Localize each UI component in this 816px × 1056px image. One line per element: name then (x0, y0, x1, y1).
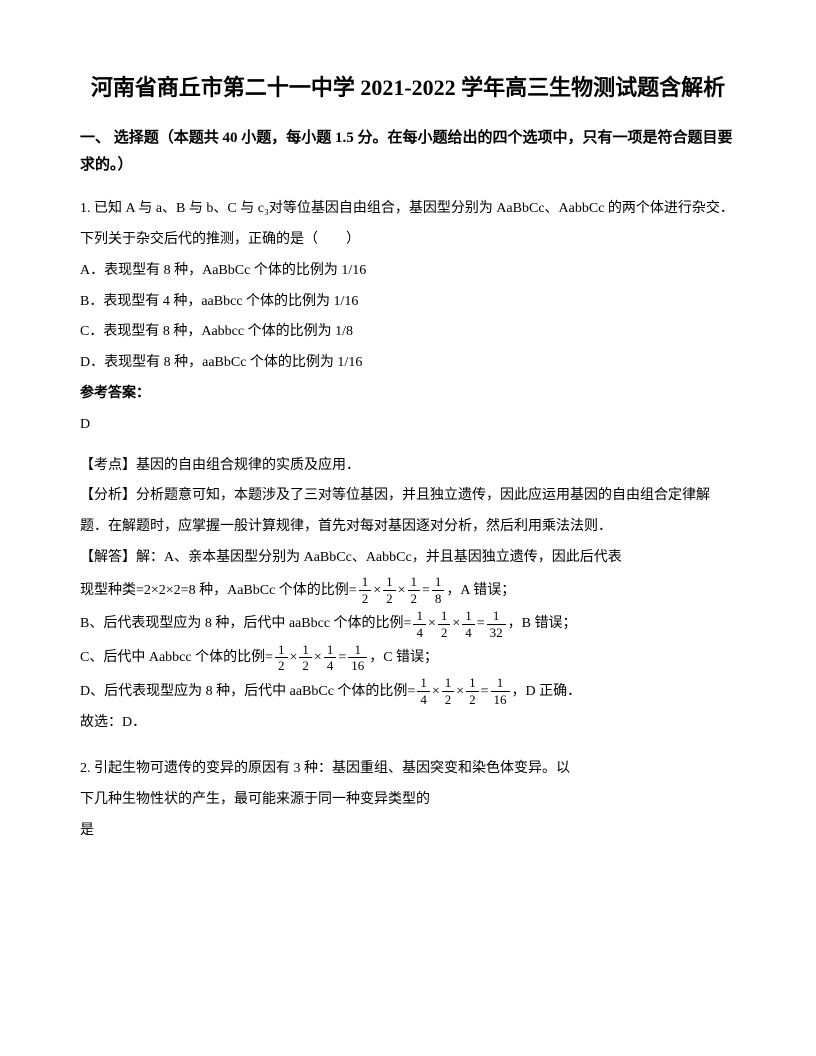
fraction-half-4: 1 2 (438, 608, 451, 640)
fraction-quarter-4: 1 4 (417, 675, 430, 707)
question-2: 2. 引起生物可遗传的变异的原因有 3 种：基因重组、基因突变和染色体变异。以 … (80, 754, 736, 846)
frac-den: 2 (442, 692, 455, 708)
fraction-sixteen-2: 1 16 (491, 675, 510, 707)
frac-den: 16 (348, 658, 367, 674)
q2-stem-1: 2. 引起生物可遗传的变异的原因有 3 种：基因重组、基因突变和染色体变异。以 (80, 754, 736, 785)
equals-icon: = (481, 675, 489, 709)
frac-num: 1 (491, 675, 510, 692)
q1-formula-a: 现型种类=2×2×2=8 种，AaBbCc 个体的比例= 1 2 × 1 2 ×… (80, 574, 736, 608)
q1-formula-d: D、后代表现型应为 8 种，后代中 aaBbCc 个体的比例= 1 4 × 1 … (80, 675, 736, 709)
answer-label: 参考答案： (80, 379, 736, 410)
frac-den: 2 (359, 591, 372, 607)
times-icon: × (428, 607, 436, 641)
frac-den: 4 (417, 692, 430, 708)
frac-num: 1 (348, 642, 367, 659)
document-title: 河南省商丘市第二十一中学 2021-2022 学年高三生物测试题含解析 (80, 70, 736, 105)
q1-answer: D (80, 410, 736, 441)
times-icon: × (314, 641, 322, 675)
q1-option-d: D．表现型有 8 种，aaBbCc 个体的比例为 1/16 (80, 348, 736, 379)
q1-option-a: A．表现型有 8 种，AaBbCc 个体的比例为 1/16 (80, 256, 736, 287)
frac-den: 4 (462, 625, 475, 641)
fraction-half-8: 1 2 (466, 675, 479, 707)
formula-b-suf: ，B 错误； (508, 607, 577, 641)
formula-c-pre: C、后代中 Aabbcc 个体的比例= (80, 641, 273, 675)
frac-num: 1 (462, 608, 475, 625)
fraction-quarter-2: 1 4 (462, 608, 475, 640)
equals-icon: = (477, 607, 485, 641)
frac-den: 2 (466, 692, 479, 708)
formula-c-suf: ，C 错误； (369, 641, 438, 675)
frac-num: 1 (359, 574, 372, 591)
frac-num: 1 (417, 675, 430, 692)
frac-den: 16 (491, 692, 510, 708)
q1-option-c: C．表现型有 8 种，Aabbcc 个体的比例为 1/8 (80, 317, 736, 348)
equals-icon: = (422, 574, 430, 608)
q1-conclusion: 故选：D． (80, 708, 736, 739)
fraction-half-5: 1 2 (275, 642, 288, 674)
q1-analysis: 【分析】分析题意可知，本题涉及了三对等位基因，并且独立遗传，因此应运用基因的自由… (80, 481, 736, 543)
fraction-half-6: 1 2 (299, 642, 312, 674)
frac-num: 1 (432, 574, 445, 591)
q2-stem-3: 是 (80, 816, 736, 847)
fraction-quarter-1: 1 4 (413, 608, 426, 640)
formula-d-pre: D、后代表现型应为 8 种，后代中 aaBbCc 个体的比例= (80, 675, 415, 709)
fraction-eighth: 1 8 (432, 574, 445, 606)
frac-den: 2 (383, 591, 396, 607)
frac-den: 2 (438, 625, 451, 641)
q1-option-b: B．表现型有 4 种，aaBbcc 个体的比例为 1/16 (80, 287, 736, 318)
times-icon: × (373, 574, 381, 608)
frac-num: 1 (324, 642, 337, 659)
fraction-sixteen-1: 1 16 (348, 642, 367, 674)
question-1: 1. 已知 A 与 a、B 与 b、C 与 c₃对等位基因自由组合，基因型分别为… (80, 194, 736, 739)
frac-den: 4 (413, 625, 426, 641)
fraction-half-2: 1 2 (383, 574, 396, 606)
fraction-quarter-3: 1 4 (324, 642, 337, 674)
q1-solve-intro: 【解答】解：A、亲本基因型分别为 AaBbCc、AabbCc，并且基因独立遗传，… (80, 543, 736, 574)
fraction-half-7: 1 2 (442, 675, 455, 707)
times-icon: × (290, 641, 298, 675)
fraction-half-1: 1 2 (359, 574, 372, 606)
frac-num: 1 (438, 608, 451, 625)
frac-num: 1 (487, 608, 506, 625)
formula-d-suf: ，D 正确． (512, 675, 582, 709)
q1-point: 【考点】基因的自由组合规律的实质及应用． (80, 451, 736, 482)
formula-a-pre: 现型种类=2×2×2=8 种，AaBbCc 个体的比例= (80, 574, 357, 608)
frac-den: 4 (324, 658, 337, 674)
frac-num: 1 (413, 608, 426, 625)
frac-den: 2 (275, 658, 288, 674)
frac-num: 1 (466, 675, 479, 692)
frac-num: 1 (383, 574, 396, 591)
times-icon: × (398, 574, 406, 608)
frac-den: 8 (432, 591, 445, 607)
fraction-thirtytwo: 1 32 (487, 608, 506, 640)
frac-den: 2 (299, 658, 312, 674)
q1-formula-b: B、后代表现型应为 8 种，后代中 aaBbcc 个体的比例= 1 4 × 1 … (80, 607, 736, 641)
section-header: 一、 选择题（本题共 40 小题，每小题 1.5 分。在每小题给出的四个选项中，… (80, 125, 736, 179)
formula-a-suf: ，A 错误； (446, 574, 515, 608)
times-icon: × (432, 675, 440, 709)
fraction-half-3: 1 2 (408, 574, 421, 606)
q2-stem-2: 下几种生物性状的产生，最可能来源于同一种变异类型的 (80, 785, 736, 816)
q1-stem: 1. 已知 A 与 a、B 与 b、C 与 c₃对等位基因自由组合，基因型分别为… (80, 194, 736, 256)
frac-num: 1 (299, 642, 312, 659)
frac-den: 32 (487, 625, 506, 641)
times-icon: × (452, 607, 460, 641)
times-icon: × (456, 675, 464, 709)
q1-formula-c: C、后代中 Aabbcc 个体的比例= 1 2 × 1 2 × 1 4 = 1 … (80, 641, 736, 675)
frac-num: 1 (275, 642, 288, 659)
equals-icon: = (338, 641, 346, 675)
frac-num: 1 (408, 574, 421, 591)
formula-b-pre: B、后代表现型应为 8 种，后代中 aaBbcc 个体的比例= (80, 607, 411, 641)
frac-den: 2 (408, 591, 421, 607)
frac-num: 1 (442, 675, 455, 692)
